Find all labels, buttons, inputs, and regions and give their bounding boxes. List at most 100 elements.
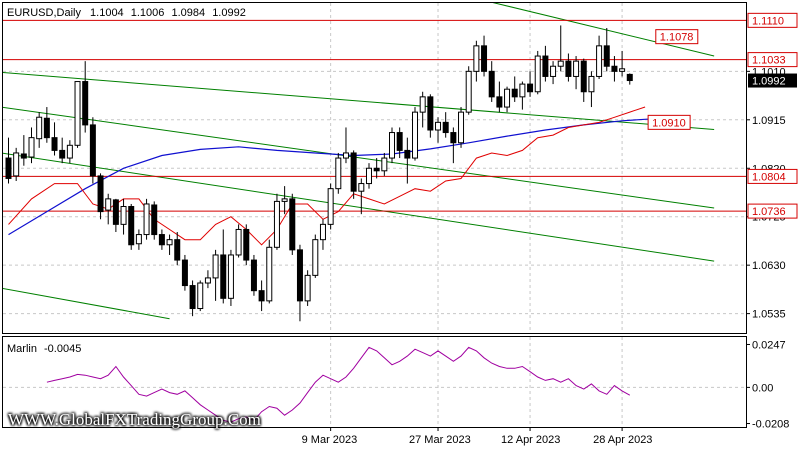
- candle-body: [596, 45, 603, 77]
- level-label-box: [747, 52, 798, 68]
- level-label: 1.1033: [752, 55, 786, 67]
- candle: [342, 127, 349, 164]
- oscillator-name: Marlin: [7, 343, 37, 355]
- candle: [404, 137, 411, 184]
- candle-body: [358, 183, 365, 192]
- candle-body: [20, 153, 27, 159]
- candle-body: [312, 239, 319, 276]
- candle: [458, 107, 465, 148]
- candle: [289, 193, 296, 255]
- x-tick-label: 9 Mar 2023: [302, 434, 358, 446]
- candle-body: [319, 223, 326, 241]
- candle: [20, 135, 27, 166]
- candle: [128, 203, 135, 250]
- candle: [304, 270, 311, 306]
- trend-label-box: [647, 114, 691, 130]
- candle-body: [580, 60, 587, 93]
- candle: [166, 234, 173, 255]
- candle: [120, 198, 127, 235]
- candle-body: [534, 55, 541, 93]
- candle: [488, 61, 495, 102]
- instrument-header: EURUSD,Daily 1.1004 1.1006 1.0984 1.0992: [7, 7, 246, 19]
- candle-body: [458, 111, 465, 144]
- candle: [542, 45, 549, 82]
- candle: [527, 71, 534, 97]
- candle-body: [396, 132, 403, 151]
- candle: [112, 198, 119, 233]
- candle-body: [504, 88, 511, 108]
- candle: [396, 127, 403, 159]
- candle-body: [350, 152, 357, 192]
- osc-tick-label: 0.00: [752, 382, 773, 394]
- candle-body: [204, 277, 211, 284]
- candle: [59, 137, 66, 164]
- candle: [74, 81, 81, 148]
- candle: [51, 122, 58, 156]
- candle-body: [542, 55, 549, 77]
- channel-line: [492, 3, 715, 57]
- candle: [550, 61, 557, 85]
- candle-body: [74, 81, 81, 146]
- candle: [365, 163, 372, 189]
- level-label-box: [747, 203, 798, 219]
- candle: [412, 107, 419, 161]
- candle: [619, 50, 626, 77]
- last-price-box: [748, 73, 797, 88]
- candle-body: [227, 254, 234, 299]
- candle: [235, 224, 242, 258]
- candle: [465, 66, 472, 115]
- candle-body: [189, 285, 196, 310]
- candle-body: [465, 70, 472, 113]
- candle: [89, 117, 96, 184]
- candle-body: [473, 45, 480, 72]
- candle-body: [273, 200, 280, 248]
- candle-body: [89, 124, 96, 177]
- candle-body: [235, 228, 242, 256]
- candle: [373, 158, 380, 179]
- candle-body: [427, 96, 434, 131]
- candle-body: [626, 73, 633, 82]
- oscillator-path: [46, 346, 631, 423]
- osc-tick-label: -0.0208: [752, 419, 789, 431]
- candle: [189, 280, 196, 317]
- candle: [312, 234, 319, 278]
- trend-label: 1.1078: [660, 32, 694, 44]
- candle: [82, 61, 89, 133]
- candle: [573, 56, 580, 90]
- candle-body: [296, 249, 303, 302]
- candle: [435, 117, 442, 143]
- candle: [335, 152, 342, 194]
- trend-channel-lines: [3, 3, 715, 320]
- candle: [143, 198, 150, 240]
- candle: [504, 86, 511, 113]
- candle-body: [128, 206, 135, 246]
- candle: [596, 35, 603, 79]
- candle-body: [97, 175, 104, 213]
- candle: [481, 35, 488, 77]
- candle-body: [304, 274, 311, 302]
- candle-body: [335, 157, 342, 190]
- candle-body: [381, 157, 388, 172]
- candle: [419, 91, 426, 128]
- trend-label: 1.0910: [652, 117, 686, 129]
- candle-body: [59, 149, 66, 159]
- candle-body: [36, 116, 43, 140]
- ma-red-line: [8, 106, 646, 246]
- candle-body: [557, 60, 564, 67]
- candle: [565, 53, 572, 82]
- candle-body: [527, 83, 534, 93]
- candle: [626, 73, 633, 85]
- candle-body: [197, 282, 204, 310]
- time-axis: 9 Mar 2023 27 Mar 2023 12 Apr 2023 28 Apr 2…: [302, 427, 652, 446]
- candle-body: [174, 239, 181, 261]
- candle-body: [43, 117, 50, 139]
- candle-body: [611, 65, 618, 72]
- candle: [557, 25, 564, 72]
- candle: [174, 232, 181, 266]
- oscillator-axis: 0.0247 0.00 -0.0208: [746, 339, 789, 431]
- moving-averages: [8, 106, 653, 246]
- candle: [28, 127, 35, 164]
- candle: [319, 219, 326, 250]
- candle-body: [143, 203, 150, 236]
- candle-body: [327, 188, 334, 225]
